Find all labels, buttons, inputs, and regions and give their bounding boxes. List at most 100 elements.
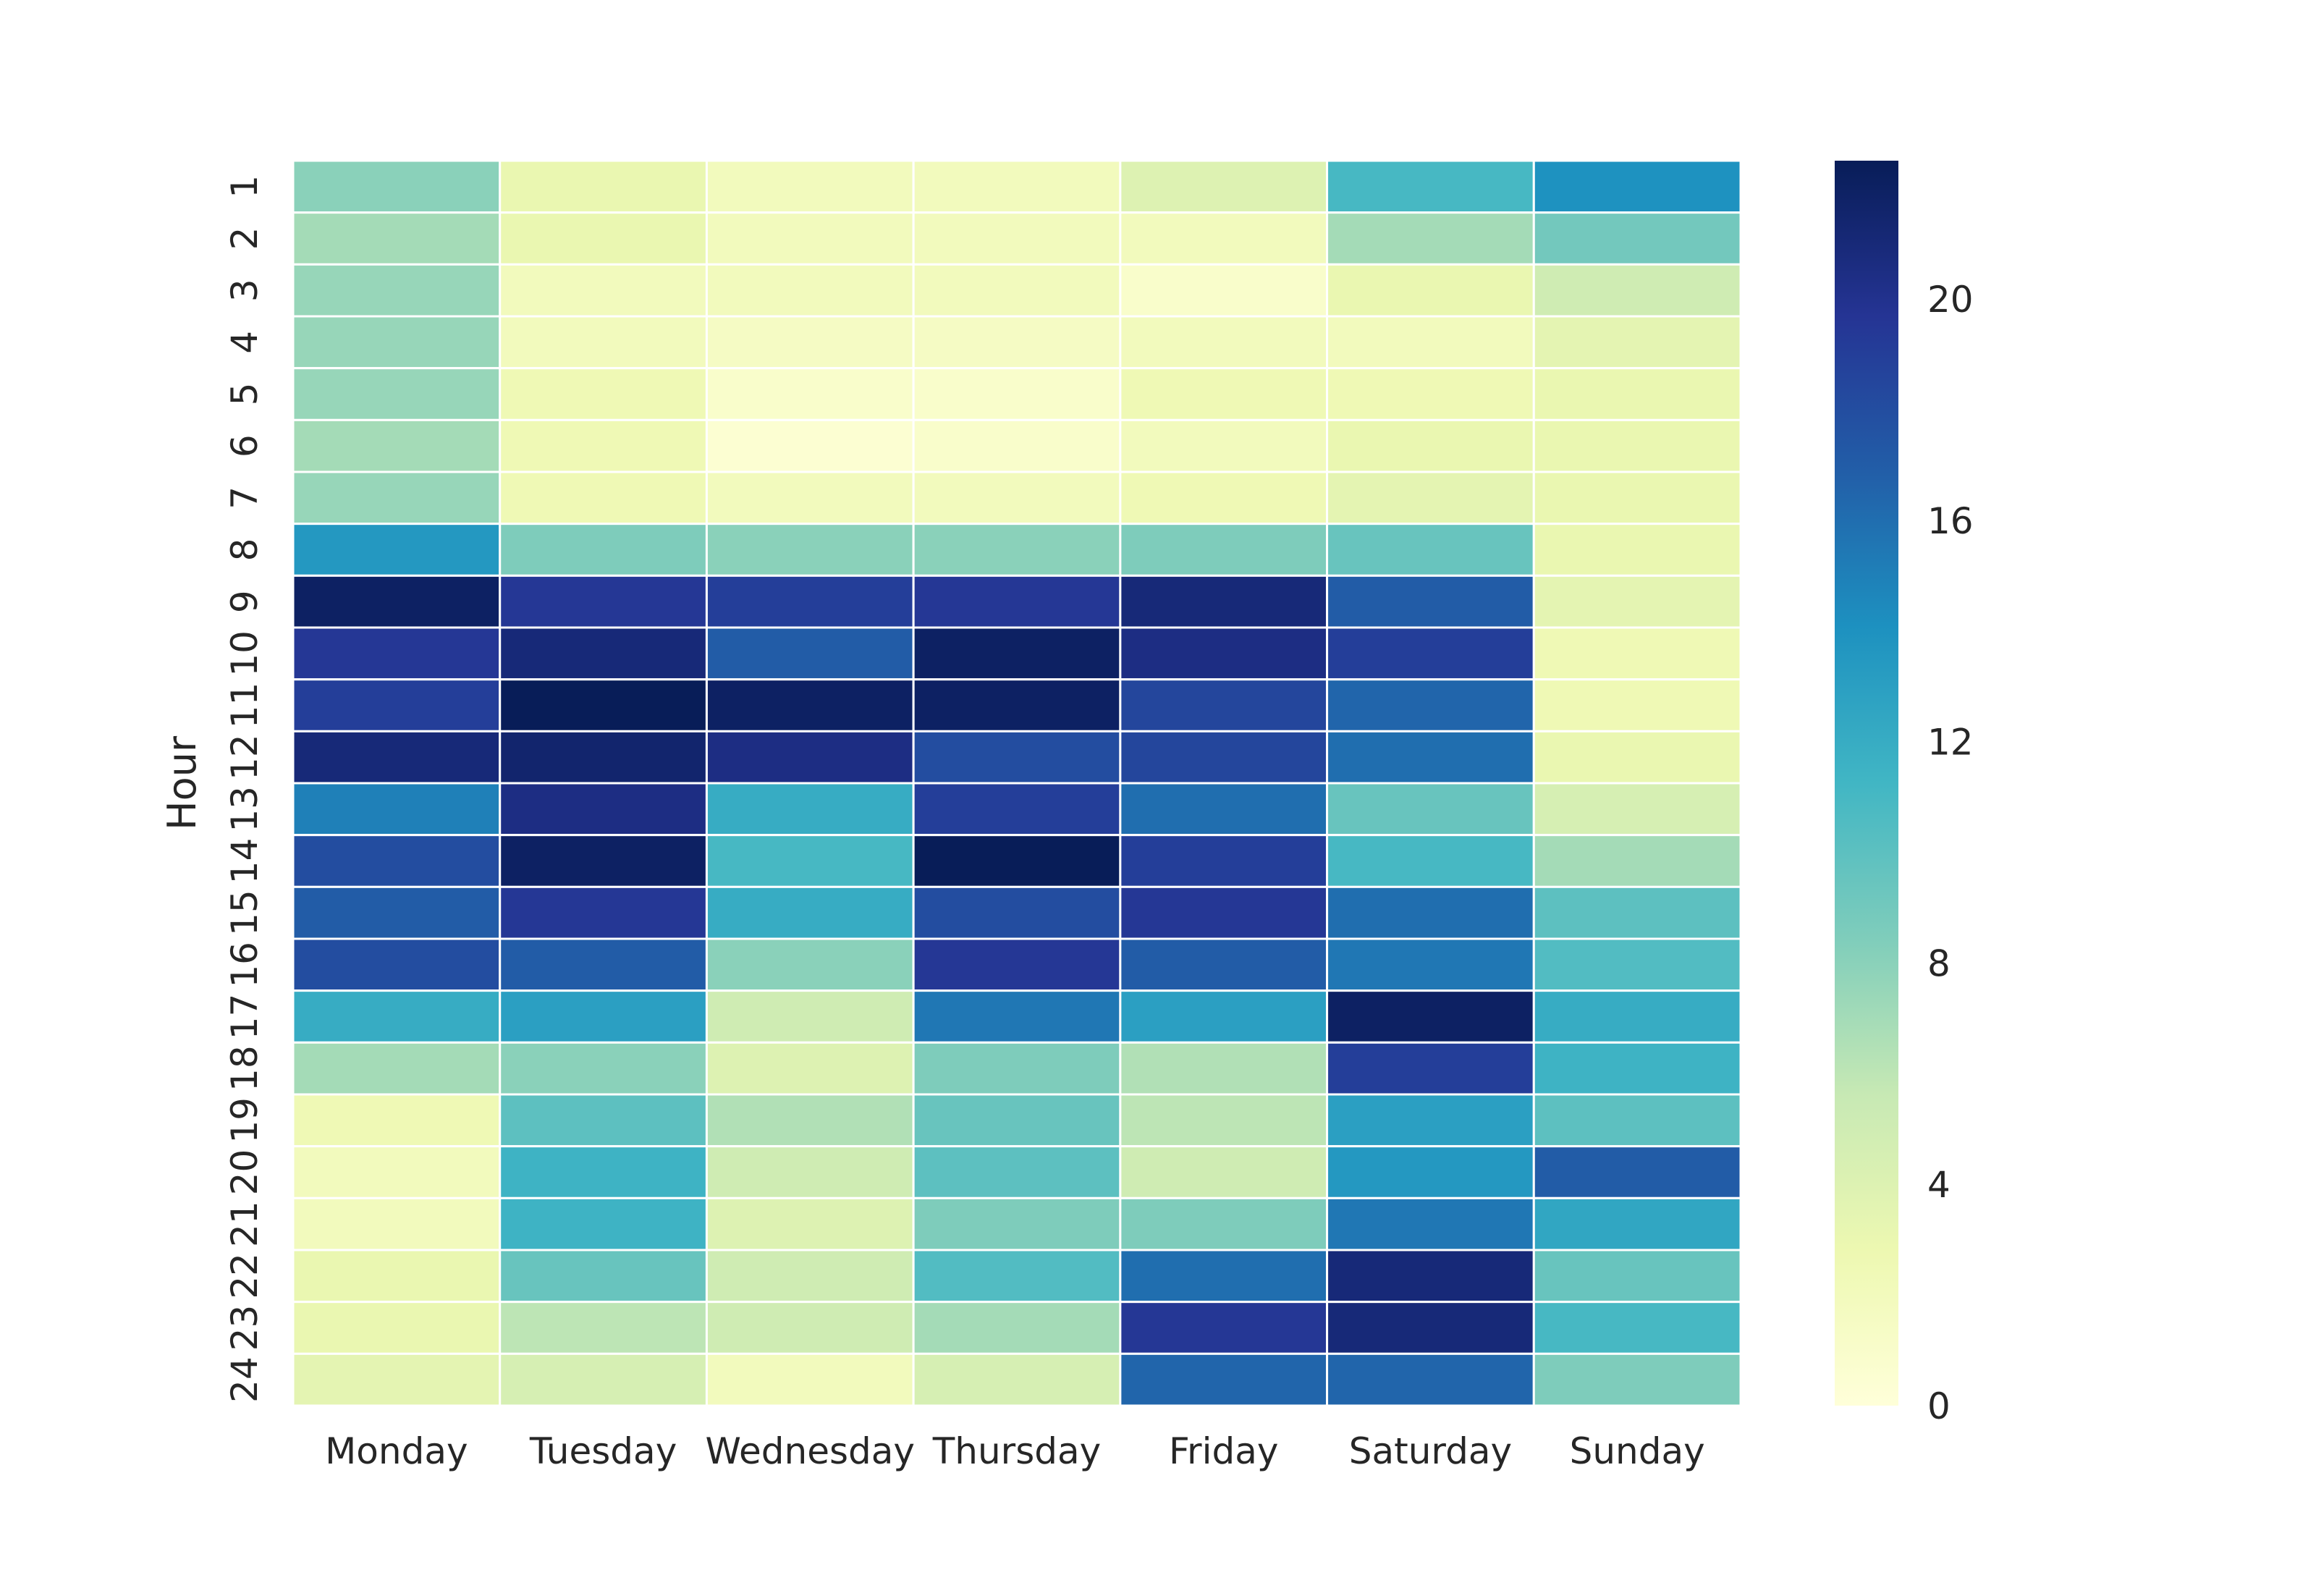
heatmap-cell — [499, 1093, 708, 1148]
heatmap-cell — [1532, 263, 1742, 318]
heatmap-cell — [499, 470, 708, 525]
heatmap-cell — [292, 159, 502, 214]
heatmap-cell — [1326, 885, 1535, 940]
heatmap-cell — [1119, 834, 1329, 888]
y-tick-label: 20 — [224, 1149, 266, 1196]
heatmap-cell — [912, 1145, 1122, 1199]
heatmap-cell — [705, 782, 915, 837]
heatmap-cell — [1326, 626, 1535, 681]
heatmap-cell — [292, 937, 502, 992]
heatmap-cell — [705, 1352, 915, 1407]
heatmap-cell — [499, 1196, 708, 1251]
y-tick-label: 11 — [224, 683, 266, 729]
heatmap-cell — [1532, 1093, 1742, 1148]
heatmap-cell — [1326, 1352, 1535, 1407]
heatmap-cell — [1532, 523, 1742, 577]
colorbar-tick-labels: 0 4 8 12 16 20 — [1927, 279, 1974, 1427]
heatmap-cell — [1119, 885, 1329, 940]
heatmap-cell — [499, 1301, 708, 1355]
heatmap-cell — [705, 1145, 915, 1199]
heatmap-cell — [1326, 730, 1535, 785]
heatmap-cell — [912, 834, 1122, 888]
heatmap-cell — [1326, 315, 1535, 370]
heatmap-cell — [1326, 523, 1535, 577]
heatmap-cell — [292, 1249, 502, 1304]
heatmap-cell — [912, 1041, 1122, 1096]
y-tick-label: 22 — [224, 1253, 266, 1299]
heatmap-cell — [705, 885, 915, 940]
heatmap-cell — [1119, 1249, 1329, 1304]
heatmap-cell — [499, 1145, 708, 1199]
heatmap-cell — [499, 678, 708, 732]
colorbar — [1835, 161, 1898, 1406]
x-tick-label: Saturday — [1349, 1430, 1512, 1472]
heatmap-cell — [705, 730, 915, 785]
heatmap-cell — [1326, 989, 1535, 1044]
heatmap-cell — [705, 315, 915, 370]
heatmap-cell — [292, 523, 502, 577]
heatmap-cell — [1119, 1352, 1329, 1407]
heatmap-cell — [1119, 470, 1329, 525]
heatmap-cell — [912, 367, 1122, 421]
heatmap-cell — [912, 989, 1122, 1044]
heatmap-cell — [292, 1145, 502, 1199]
heatmap-cell — [1532, 1301, 1742, 1355]
heatmap-cell — [1532, 470, 1742, 525]
y-tick-label: 14 — [224, 838, 266, 884]
heatmap-cell — [1119, 315, 1329, 370]
y-tick-label: 19 — [224, 1097, 266, 1144]
heatmap-cell — [912, 937, 1122, 992]
heatmap-cell — [1326, 1093, 1535, 1148]
heatmap-cell — [292, 989, 502, 1044]
heatmap-cell — [499, 1041, 708, 1096]
heatmap-cell — [1119, 1093, 1329, 1148]
heatmap-cell — [912, 159, 1122, 214]
heatmap-cells — [292, 159, 1742, 1407]
heatmap-cell — [1532, 1041, 1742, 1096]
heatmap-cell — [1532, 574, 1742, 629]
heatmap-cell — [705, 263, 915, 318]
heatmap-cell — [912, 470, 1122, 525]
heatmap-cell — [912, 1196, 1122, 1251]
heatmap-cell — [705, 211, 915, 266]
x-tick-label: Tuesday — [529, 1430, 677, 1472]
heatmap-cell — [1326, 1196, 1535, 1251]
heatmap-cell — [1119, 1145, 1329, 1199]
heatmap-cell — [1119, 418, 1329, 473]
heatmap-cell — [499, 574, 708, 629]
heatmap-cell — [705, 523, 915, 577]
heatmap-cell — [1119, 159, 1329, 214]
heatmap-cell — [705, 626, 915, 681]
heatmap-cell — [1532, 418, 1742, 473]
heatmap-cell — [1326, 1041, 1535, 1096]
heatmap-cell — [1326, 1249, 1535, 1304]
heatmap-cell — [705, 574, 915, 629]
heatmap-cell — [292, 1196, 502, 1251]
heatmap-cell — [1532, 937, 1742, 992]
y-tick-label: 17 — [224, 994, 266, 1040]
x-tick-label: Thursday — [932, 1430, 1102, 1472]
y-tick-label: 9 — [224, 590, 266, 613]
heatmap-cell — [1326, 678, 1535, 732]
heatmap-cell — [1119, 730, 1329, 785]
heatmap-cell — [1326, 782, 1535, 837]
y-tick-label: 24 — [224, 1356, 266, 1403]
heatmap-cell — [705, 1041, 915, 1096]
y-tick-label: 10 — [224, 630, 266, 677]
heatmap-cell — [1326, 470, 1535, 525]
heatmap-cell — [1326, 1301, 1535, 1355]
heatmap-cell — [1326, 937, 1535, 992]
heatmap-cell — [499, 834, 708, 888]
y-tick-label: 18 — [224, 1045, 266, 1092]
heatmap-cell — [499, 523, 708, 577]
heatmap-cell — [912, 626, 1122, 681]
heatmap-cell — [292, 885, 502, 940]
y-tick-label: 6 — [224, 434, 266, 457]
heatmap-cell — [292, 574, 502, 629]
heatmap-cell — [705, 1249, 915, 1304]
heatmap-cell — [1326, 367, 1535, 421]
heatmap-cell — [1326, 1145, 1535, 1199]
heatmap-cell — [1532, 834, 1742, 888]
heatmap-cell — [292, 1093, 502, 1148]
heatmap-cell — [499, 1249, 708, 1304]
